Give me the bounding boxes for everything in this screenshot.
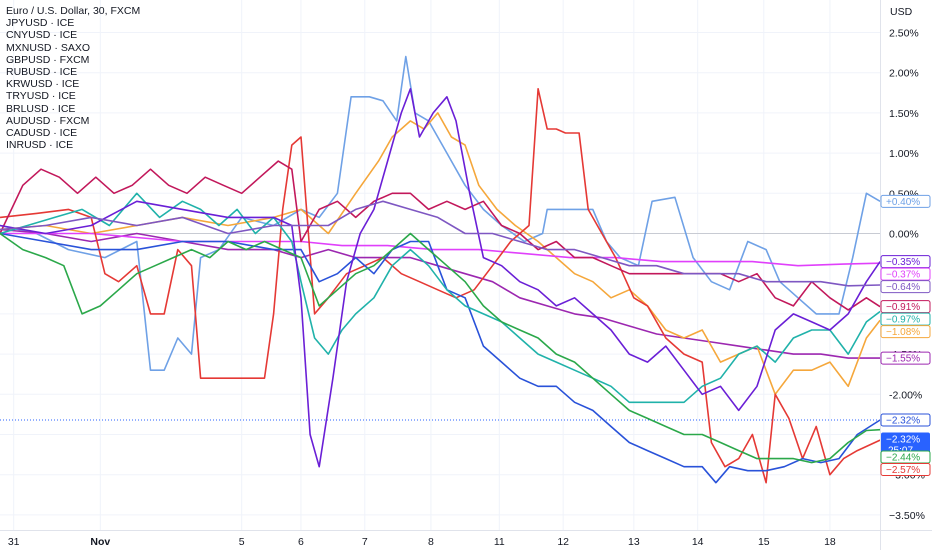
y-tick-label-5: 0.00% <box>889 229 919 241</box>
series-tag-label-2: −1.08% <box>886 327 920 338</box>
legend-rows: JPYUSD · ICE CNYUSD · ICE MXNUSD · SAXO GBP… <box>6 17 140 151</box>
series-tag-label-8: −0.35% <box>886 257 920 268</box>
time-axis[interactable]: 31 Nov 5 6 7 8 11 12 13 14 15 18 <box>8 536 836 548</box>
series-tag-label-9: −0.64% <box>886 282 920 293</box>
series-tag-label-7: −0.97% <box>886 315 920 326</box>
legend-entry-3[interactable]: GBPUSD · FXCM <box>6 53 90 66</box>
series-tag-label-0: +0.40% <box>886 197 920 208</box>
legend-entry-1[interactable]: CNYUSD · ICE <box>6 29 78 42</box>
chart-title[interactable]: Euro / U.S. Dollar, 30, FXCM <box>6 5 141 17</box>
x-tick-label-0: 31 <box>8 536 20 548</box>
legend-entry-5[interactable]: KRWUSD · ICE <box>6 78 80 91</box>
series-tag-0 <box>880 194 931 208</box>
y-tick-label-3: 1.00% <box>889 148 919 160</box>
y-tick-label-0: 2.50% <box>889 28 919 40</box>
x-tick-label-6: 11 <box>494 536 505 548</box>
legend-entry-6[interactable]: TRYUSD · ICE <box>6 90 76 103</box>
legend-entry-7[interactable]: BRLUSD · ICE <box>6 102 76 115</box>
series-line-10 <box>0 232 881 464</box>
currency-label[interactable]: USD <box>890 6 913 18</box>
x-tick-label-5: 8 <box>428 536 434 548</box>
y-tick-label-2: 1.50% <box>889 108 919 120</box>
x-tick-label-4: 7 <box>362 536 368 548</box>
legend-entry-0[interactable]: JPYUSD · ICE <box>6 17 75 30</box>
series-tag-2 <box>880 325 931 339</box>
y-tick-label-7: -2.00% <box>889 389 922 401</box>
series-tag-label-10: −2.44% <box>886 453 920 464</box>
series-tag-9 <box>880 280 931 294</box>
series-tag-4 <box>880 463 931 477</box>
legend-entry-10[interactable]: INRUSD · ICE <box>6 139 74 152</box>
series-line-0 <box>0 55 881 371</box>
x-tick-label-3: 6 <box>298 536 304 548</box>
y-tick-label-9: −3.50% <box>889 510 925 522</box>
y-tick-label-1: 2.00% <box>889 68 919 80</box>
series-tag-label-6: −0.91% <box>886 302 920 313</box>
legend-entry-2[interactable]: MXNUSD · SAXO <box>6 41 91 54</box>
x-tick-label-8: 13 <box>628 536 640 548</box>
price-tag-main-label: −2.32% <box>886 435 920 446</box>
series-line-4 <box>0 88 881 484</box>
series-line-5 <box>0 232 881 484</box>
series-line-7 <box>0 192 881 404</box>
series-line-9 <box>0 200 881 287</box>
x-tick-label-1: Nov <box>90 536 110 548</box>
series-line-2 <box>0 112 881 396</box>
legend: Euro / U.S. Dollar, 30, FXCM JPYUSD · IC… <box>6 5 140 151</box>
series-tag-1 <box>880 351 931 365</box>
x-tick-label-9: 14 <box>692 536 704 548</box>
series-tag-5 <box>880 413 931 427</box>
legend-entry-8[interactable]: AUDUSD · FXCM <box>6 114 90 127</box>
legend-entry-9[interactable]: CADUSD · ICE <box>6 127 78 140</box>
series-tag-label-4: −2.57% <box>886 465 920 476</box>
series-line-6 <box>0 160 881 311</box>
x-tick-label-2: 5 <box>239 536 245 548</box>
series-tag-label-1: −1.55% <box>886 354 920 365</box>
series-line-3 <box>0 232 881 267</box>
x-tick-label-11: 18 <box>824 536 836 548</box>
value-tags: +0.40% −0.35% −0.37%−0.64% −0.91% −0.97%−1.0… <box>880 194 931 477</box>
series-tag-label-3: −0.37% <box>886 270 920 281</box>
legend-entry-4[interactable]: RUBUSD · ICE <box>6 66 78 79</box>
series-line-8 <box>0 88 881 468</box>
x-tick-label-10: 15 <box>758 536 770 548</box>
series-layer <box>0 55 881 484</box>
series-line-1 <box>0 228 881 359</box>
x-tick-label-7: 12 <box>557 536 569 548</box>
series-tag-label-5: −2.32% <box>886 416 920 427</box>
